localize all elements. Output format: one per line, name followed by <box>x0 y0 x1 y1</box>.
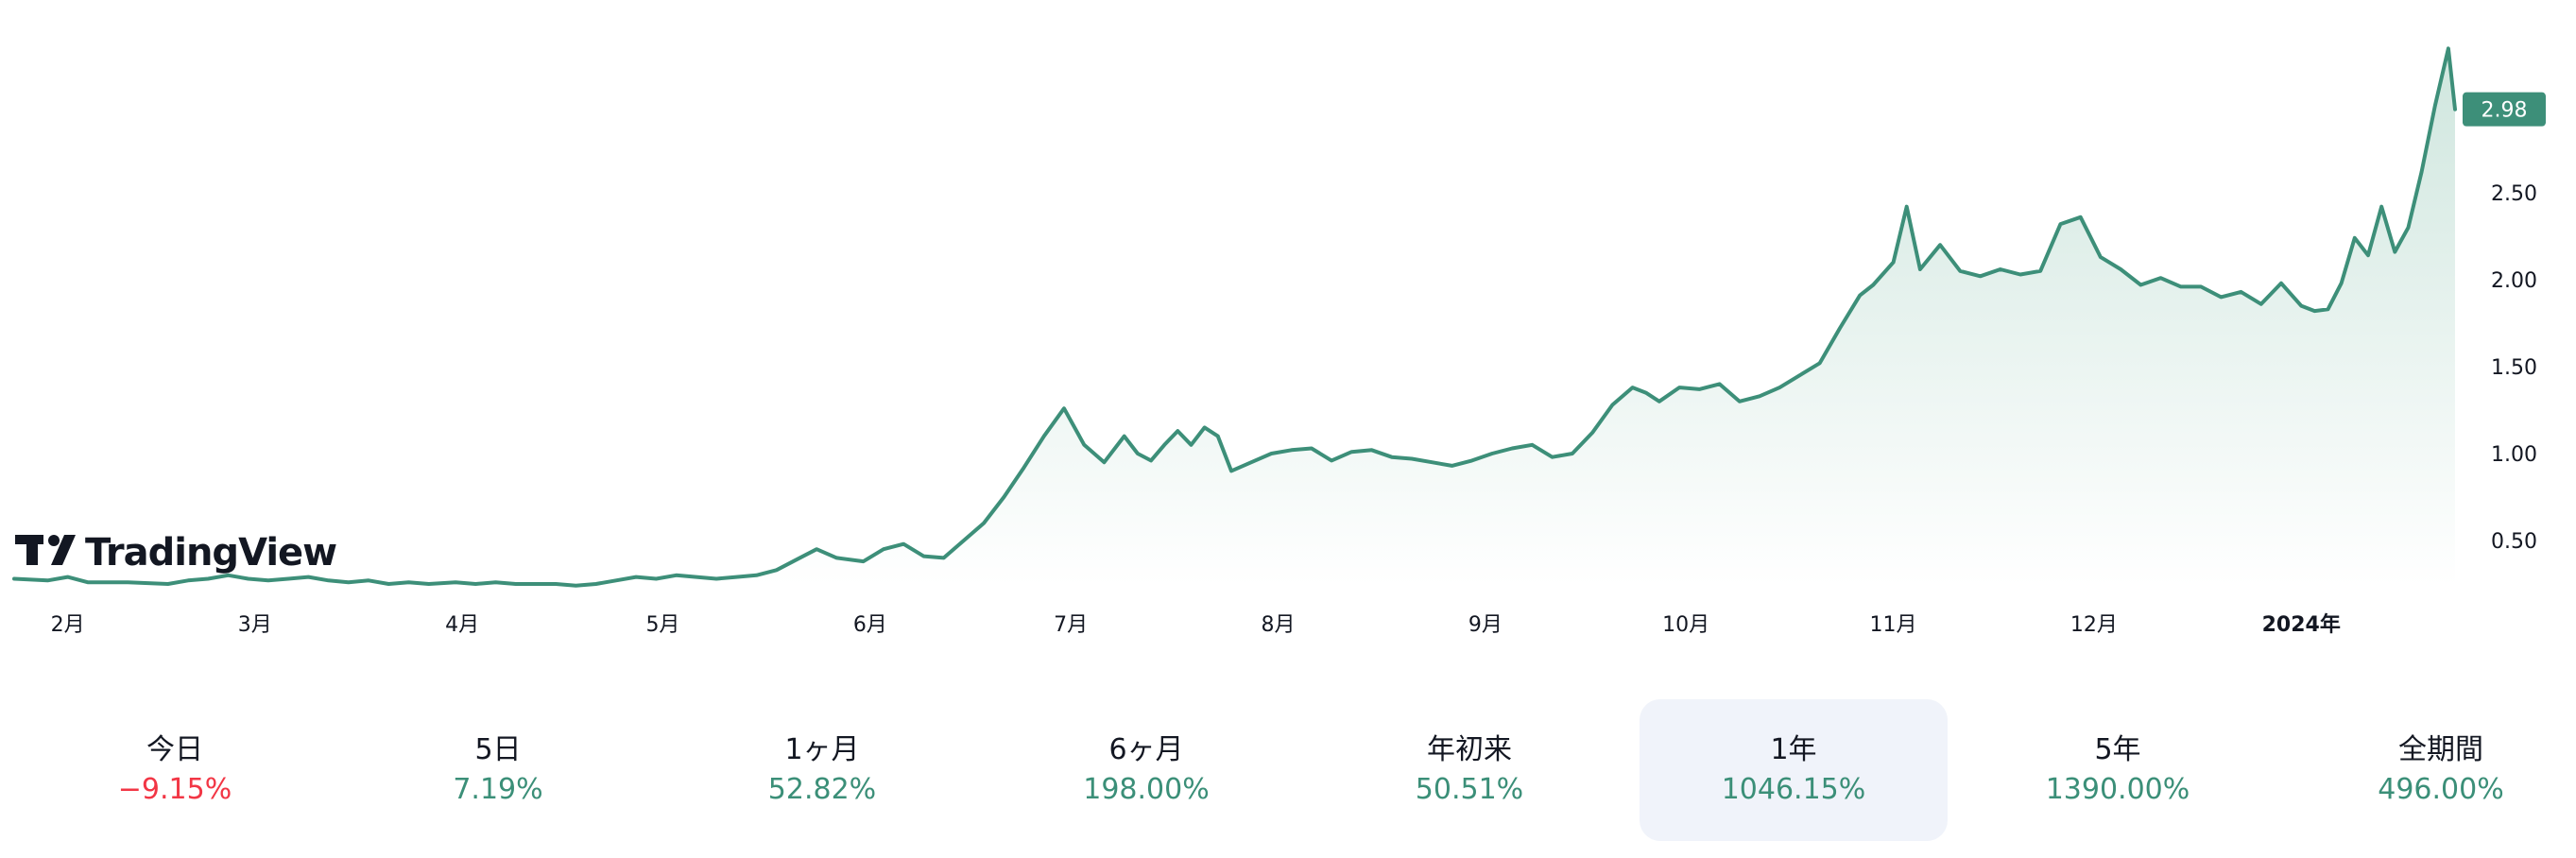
tradingview-logo[interactable]: TradingView <box>15 531 337 575</box>
period-tab[interactable]: 5日 7.19% <box>344 699 652 841</box>
period-change-value: 1046.15% <box>1721 773 1866 806</box>
period-label: 6ヶ月 <box>1108 733 1184 766</box>
period-label: 年初来 <box>1427 733 1512 766</box>
y-tick-label: 2.00 <box>2491 269 2537 293</box>
period-tab[interactable]: 年初来 50.51% <box>1315 699 1623 841</box>
period-change-value: 1390.00% <box>2045 773 2190 806</box>
x-tick-label: 9月 <box>1468 613 1503 637</box>
period-change-value: 7.19% <box>453 773 543 806</box>
period-change-value: 496.00% <box>2378 773 2504 806</box>
last-price-badge-bg <box>2463 92 2546 127</box>
period-label: 1ヶ月 <box>784 733 860 766</box>
y-tick-label: 1.50 <box>2491 356 2537 380</box>
period-label: 全期間 <box>2398 733 2483 766</box>
x-tick-label: 2月 <box>51 613 85 637</box>
tradingview-logo-icon <box>15 535 76 565</box>
last-price-badge: 2.98 <box>2463 92 2546 127</box>
y-tick-label: 1.00 <box>2491 443 2537 467</box>
x-tick-label: 10月 <box>1662 613 1709 637</box>
x-axis: 2月 3月 4月 5月 6月 7月 8月 9月 10月 11月 12月 2024年 <box>51 612 2341 637</box>
area-fill <box>14 48 2455 586</box>
period-label: 5日 <box>474 733 522 766</box>
x-tick-label: 3月 <box>238 613 272 637</box>
period-tab[interactable]: 1年 1046.15% <box>1640 699 1948 841</box>
x-tick-label: 6月 <box>853 613 887 637</box>
period-tab[interactable]: 今日 −9.15% <box>21 699 329 841</box>
last-price-label: 2.98 <box>2482 99 2528 123</box>
period-label: 1年 <box>1770 733 1817 766</box>
period-selector: 今日 −9.15% 5日 7.19% 1ヶ月 52.82% 6ヶ月 198.00% 年初来 50.… <box>0 699 2576 841</box>
period-change-value: 50.51% <box>1415 773 1524 806</box>
y-tick-label: 2.50 <box>2491 182 2537 206</box>
price-chart[interactable]: 0.50 1.00 1.50 2.00 2.50 2月 3月 4月 5月 6月 7月 8月 9月 10月… <box>0 0 2576 661</box>
x-tick-label: 7月 <box>1054 613 1088 637</box>
period-change-value: 52.82% <box>767 773 877 806</box>
x-tick-label: 2024年 <box>2262 612 2341 637</box>
x-tick-label: 5月 <box>645 613 679 637</box>
period-label: 今日 <box>146 733 203 766</box>
period-tab[interactable]: 1ヶ月 52.82% <box>668 699 976 841</box>
x-tick-label: 4月 <box>445 613 479 637</box>
period-tab[interactable]: 5年 1390.00% <box>1964 699 2272 841</box>
period-label: 5年 <box>2094 733 2141 766</box>
x-tick-label: 11月 <box>1870 613 1917 637</box>
price-line <box>12 46 2457 588</box>
period-tab[interactable]: 全期間 496.00% <box>2287 699 2576 841</box>
x-tick-label: 12月 <box>2070 613 2118 637</box>
tradingview-wordmark: TradingView <box>85 531 336 575</box>
y-axis: 0.50 1.00 1.50 2.00 2.50 <box>2491 182 2537 554</box>
y-tick-label: 0.50 <box>2491 530 2537 554</box>
period-change-value: −9.15% <box>117 773 232 806</box>
x-tick-label: 8月 <box>1261 613 1295 637</box>
period-tab[interactable]: 6ヶ月 198.00% <box>992 699 1300 841</box>
period-change-value: 198.00% <box>1083 773 1210 806</box>
